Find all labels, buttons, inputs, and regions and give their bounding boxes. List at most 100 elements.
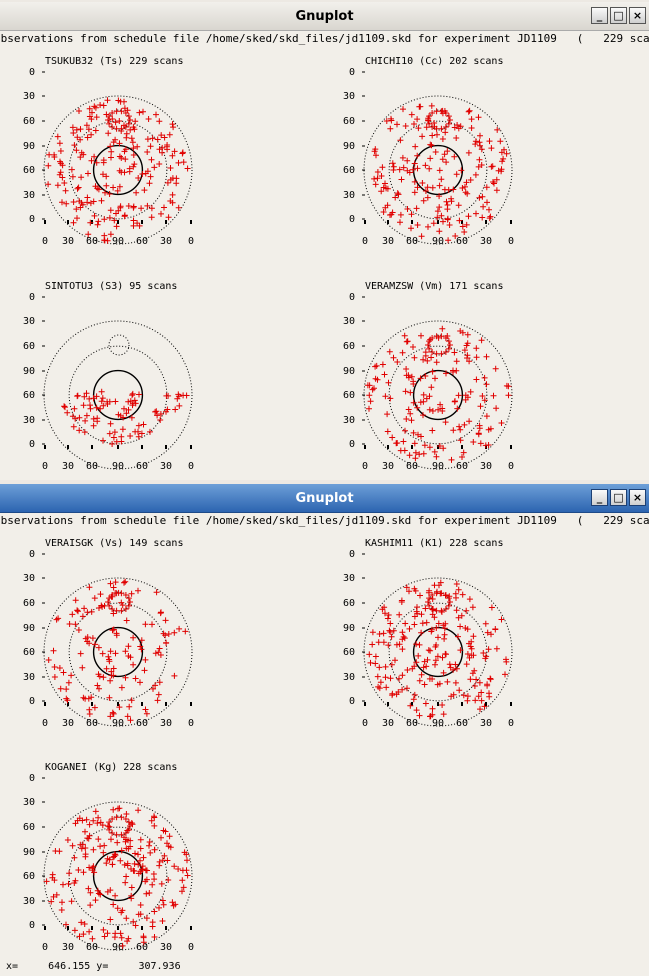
x-tick-label: 0 <box>508 461 514 472</box>
x-tick-label: 30 <box>160 942 172 953</box>
horizon-circle <box>43 577 193 727</box>
y-tick-label: 30 <box>23 672 35 683</box>
x-tick-label: 0 <box>42 461 48 472</box>
minimize-button[interactable]: _ <box>591 7 608 24</box>
x-tick-label: 90 <box>432 718 444 729</box>
elevation-circle-30 <box>68 602 168 702</box>
close-button[interactable]: × <box>629 489 646 506</box>
elevation-circle-60 <box>412 369 464 421</box>
y-tick-label: 0 <box>349 696 355 707</box>
y-tick-label: 0 <box>349 292 355 303</box>
observation-points <box>43 805 191 949</box>
y-tick-label: 60 <box>343 116 355 127</box>
y-tick-label: 0 <box>29 214 35 225</box>
minimize-button[interactable]: _ <box>591 489 608 506</box>
horizon-circle <box>43 320 193 470</box>
x-tick-label: 0 <box>362 461 368 472</box>
cursor-coordinates: x= 646.155 y= 307.936 <box>6 961 181 972</box>
observation-points <box>364 325 512 463</box>
x-tick-label: 0 <box>188 461 194 472</box>
x-tick-label: 30 <box>480 718 492 729</box>
x-tick-label: 90 <box>432 236 444 247</box>
y-tick-label: 60 <box>23 116 35 127</box>
y-tick-label: 90 <box>23 623 35 634</box>
x-tick-label: 30 <box>62 942 74 953</box>
y-tick-label: 90 <box>23 141 35 152</box>
maximize-icon: □ <box>613 9 624 22</box>
x-tick-label: 0 <box>42 718 48 729</box>
y-tick-label: 60 <box>343 647 355 658</box>
x-tick-label: 60 <box>136 461 148 472</box>
y-tick-label: 0 <box>29 67 35 78</box>
y-tick-label: 30 <box>23 415 35 426</box>
y-tick-label: 0 <box>29 920 35 931</box>
source-track <box>108 334 130 356</box>
y-tick-label: 60 <box>23 341 35 352</box>
x-tick-label: 0 <box>508 718 514 729</box>
plot-canvas[interactable]: observations from schedule file /home/sk… <box>0 30 649 480</box>
elevation-circle-30 <box>388 120 488 220</box>
y-tick-label: 90 <box>343 141 355 152</box>
x-tick-label: 30 <box>62 236 74 247</box>
y-tick-label: 60 <box>23 822 35 833</box>
observation-points <box>61 388 190 447</box>
elevation-circle-60 <box>92 850 144 902</box>
y-tick-label: 90 <box>343 366 355 377</box>
observation-points <box>371 102 510 244</box>
station-label: SINTOTU3 (S3) 95 scans <box>45 281 177 292</box>
x-tick-label: 60 <box>406 461 418 472</box>
y-tick-label: 30 <box>23 190 35 201</box>
window-titlebar[interactable]: Gnuplot _ □ × <box>0 484 649 513</box>
y-tick-label: 30 <box>23 573 35 584</box>
y-tick-label: 60 <box>23 647 35 658</box>
y-tick-label: 60 <box>23 165 35 176</box>
station-label: TSUKUB32 (Ts) 229 scans <box>45 56 183 67</box>
x-tick-label: 90 <box>112 461 124 472</box>
x-tick-label: 60 <box>456 718 468 729</box>
y-tick-label: 30 <box>23 896 35 907</box>
x-tick-label: 30 <box>160 236 172 247</box>
x-tick-label: 90 <box>112 236 124 247</box>
x-tick-label: 0 <box>42 942 48 953</box>
x-tick-label: 30 <box>62 461 74 472</box>
x-tick-label: 60 <box>136 942 148 953</box>
x-tick-label: 90 <box>112 718 124 729</box>
y-tick-label: 30 <box>343 415 355 426</box>
y-tick-label: 30 <box>23 797 35 808</box>
close-button[interactable]: × <box>629 7 646 24</box>
x-tick-label: 0 <box>188 942 194 953</box>
station-label: CHICHI10 (Cc) 202 scans <box>365 56 503 67</box>
y-tick-label: 30 <box>343 316 355 327</box>
window-controls: _ □ × <box>591 7 646 24</box>
close-icon: × <box>632 9 643 22</box>
y-tick-label: 90 <box>23 847 35 858</box>
x-tick-label: 30 <box>480 236 492 247</box>
x-tick-label: 60 <box>456 236 468 247</box>
gnuplot-window-1: Gnuplot _ □ × observations from schedule… <box>0 2 649 480</box>
y-tick-label: 60 <box>23 871 35 882</box>
y-tick-label: 0 <box>349 549 355 560</box>
plot-canvas[interactable]: observations from schedule file /home/sk… <box>0 512 649 976</box>
maximize-button[interactable]: □ <box>610 7 627 24</box>
x-tick-label: 90 <box>432 461 444 472</box>
y-tick-label: 0 <box>29 549 35 560</box>
elevation-circle-60 <box>92 144 144 196</box>
maximize-button[interactable]: □ <box>610 489 627 506</box>
plot-header: observations from schedule file /home/sk… <box>0 32 649 45</box>
window-titlebar[interactable]: Gnuplot _ □ × <box>0 2 649 31</box>
horizon-circle <box>43 95 193 245</box>
y-tick-label: 30 <box>23 91 35 102</box>
horizon-circle <box>363 577 513 727</box>
x-tick-label: 30 <box>480 461 492 472</box>
horizon-circle <box>43 801 193 951</box>
y-tick-label: 60 <box>23 390 35 401</box>
y-tick-label: 0 <box>29 696 35 707</box>
y-tick-label: 0 <box>29 439 35 450</box>
station-label: VERAMZSW (Vm) 171 scans <box>365 281 503 292</box>
x-tick-label: 60 <box>86 236 98 247</box>
x-tick-label: 60 <box>136 236 148 247</box>
